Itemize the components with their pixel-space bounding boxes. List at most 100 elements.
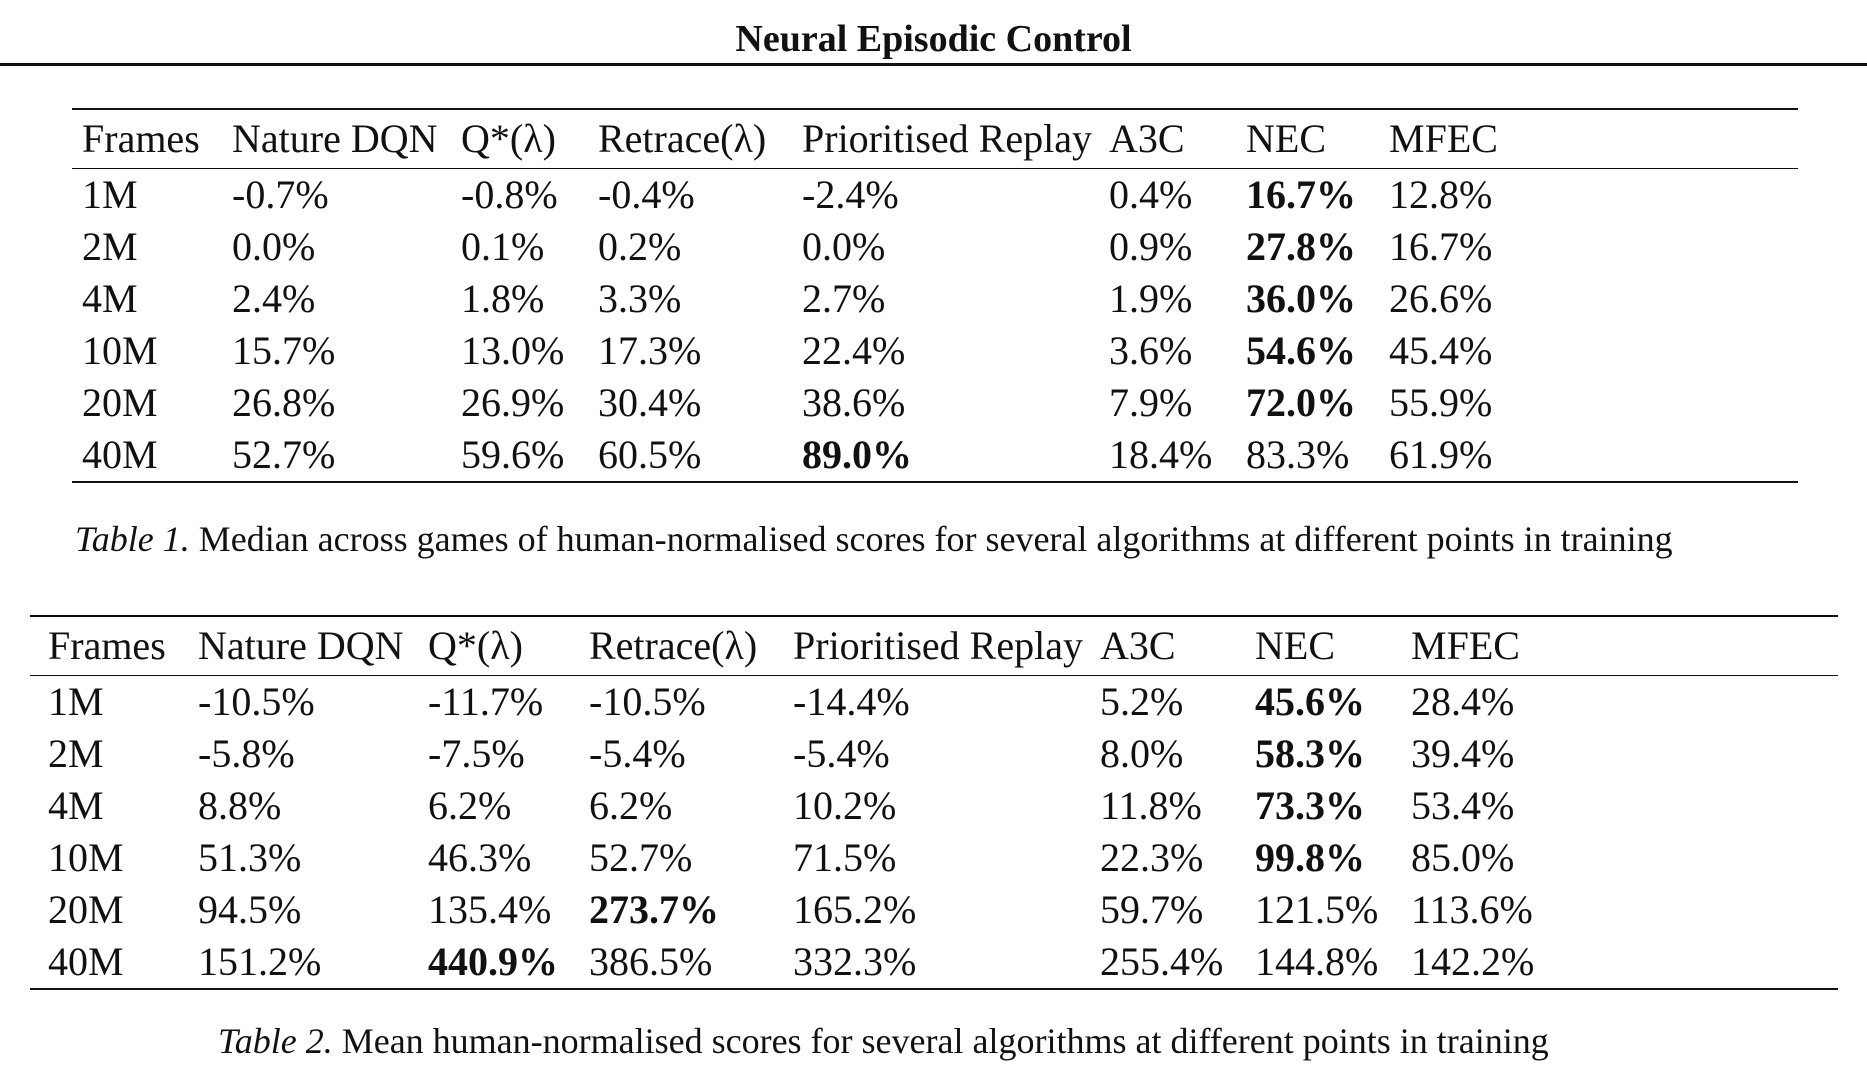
- score-cell: 28.4%: [1411, 679, 1515, 724]
- score-cell: -0.8%: [461, 172, 558, 217]
- table-row: 4M 2.4% 1.8% 3.3% 2.7% 1.9% 36.0% 26.6%: [72, 273, 1798, 325]
- table-row: 2M -5.8% -7.5% -5.4% -5.4% 8.0% 58.3% 39.4%: [30, 728, 1838, 780]
- column-header: NEC: [1255, 623, 1335, 668]
- score-cell: 26.8%: [232, 380, 336, 425]
- column-header: A3C: [1100, 623, 1176, 668]
- score-cell: -5.8%: [198, 731, 295, 776]
- table-1-caption: Table 1. Median across games of human-no…: [75, 517, 1673, 561]
- score-cell: 73.3%: [1255, 783, 1365, 828]
- score-cell: 45.4%: [1389, 328, 1493, 373]
- score-cell: 5.2%: [1100, 679, 1184, 724]
- score-cell: 27.8%: [1246, 224, 1356, 269]
- score-cell: 0.0%: [802, 224, 886, 269]
- score-cell: 273.7%: [589, 887, 719, 932]
- column-header: Prioritised Replay: [802, 116, 1092, 161]
- table-row: 1M -10.5% -11.7% -10.5% -14.4% 5.2% 45.6% 28.4%: [30, 676, 1838, 728]
- score-cell: 332.3%: [793, 939, 917, 984]
- score-cell: 12.8%: [1389, 172, 1493, 217]
- table-2-header-row: Frames Nature DQN Q*(λ) Retrace(λ) Prioritis…: [30, 617, 1838, 676]
- score-cell: 99.8%: [1255, 835, 1365, 880]
- frames-cell: 2M: [82, 224, 138, 269]
- score-cell: 0.4%: [1109, 172, 1193, 217]
- score-cell: -2.4%: [802, 172, 899, 217]
- score-cell: 45.6%: [1255, 679, 1365, 724]
- frames-cell: 10M: [82, 328, 158, 373]
- score-cell: -0.7%: [232, 172, 329, 217]
- table-1-caption-text: Median across games of human-normalised …: [189, 519, 1673, 559]
- table-1-header-row: Frames Nature DQN Q*(λ) Retrace(λ) Prioritis…: [72, 110, 1798, 169]
- table-2-caption-text: Mean human-normalised scores for several…: [332, 1021, 1549, 1061]
- score-cell: 386.5%: [589, 939, 713, 984]
- column-header: Prioritised Replay: [793, 623, 1083, 668]
- score-cell: 151.2%: [198, 939, 322, 984]
- column-header: Nature DQN: [198, 623, 404, 668]
- column-header: A3C: [1109, 116, 1185, 161]
- score-cell: 46.3%: [428, 835, 532, 880]
- score-cell: 440.9%: [428, 939, 558, 984]
- frames-cell: 1M: [82, 172, 138, 217]
- score-cell: 89.0%: [802, 432, 912, 477]
- score-cell: 15.7%: [232, 328, 336, 373]
- column-header: MFEC: [1411, 623, 1520, 668]
- score-cell: 51.3%: [198, 835, 302, 880]
- column-header: Frames: [48, 623, 166, 668]
- score-cell: 53.4%: [1411, 783, 1515, 828]
- score-cell: 94.5%: [198, 887, 302, 932]
- frames-cell: 4M: [48, 783, 104, 828]
- score-cell: -14.4%: [793, 679, 910, 724]
- score-cell: 55.9%: [1389, 380, 1493, 425]
- frames-cell: 40M: [48, 939, 124, 984]
- table-1: Frames Nature DQN Q*(λ) Retrace(λ) Prioritis…: [72, 108, 1798, 483]
- frames-cell: 40M: [82, 432, 158, 477]
- score-cell: 2.4%: [232, 276, 316, 321]
- score-cell: 135.4%: [428, 887, 552, 932]
- score-cell: 26.6%: [1389, 276, 1493, 321]
- table-row: 2M 0.0% 0.1% 0.2% 0.0% 0.9% 27.8% 16.7%: [72, 221, 1798, 273]
- frames-cell: 20M: [48, 887, 124, 932]
- score-cell: 11.8%: [1100, 783, 1202, 828]
- score-cell: 18.4%: [1109, 432, 1213, 477]
- table-row: 10M 51.3% 46.3% 52.7% 71.5% 22.3% 99.8% 85.0%: [30, 832, 1838, 884]
- score-cell: 0.1%: [461, 224, 545, 269]
- table-2-caption-label: Table 2.: [218, 1021, 333, 1061]
- score-cell: 10.2%: [793, 783, 897, 828]
- score-cell: 113.6%: [1411, 887, 1533, 932]
- frames-cell: 20M: [82, 380, 158, 425]
- score-cell: 36.0%: [1246, 276, 1356, 321]
- table-2: Frames Nature DQN Q*(λ) Retrace(λ) Prioritis…: [30, 615, 1838, 990]
- score-cell: 26.9%: [461, 380, 565, 425]
- score-cell: 59.6%: [461, 432, 565, 477]
- score-cell: 54.6%: [1246, 328, 1356, 373]
- score-cell: 165.2%: [793, 887, 917, 932]
- score-cell: 85.0%: [1411, 835, 1515, 880]
- table-row: 20M 26.8% 26.9% 30.4% 38.6% 7.9% 72.0% 55.9%: [72, 377, 1798, 429]
- running-head: Neural Episodic Control: [0, 0, 1867, 66]
- column-header: MFEC: [1389, 116, 1498, 161]
- table-row: 1M -0.7% -0.8% -0.4% -2.4% 0.4% 16.7% 12.8%: [72, 169, 1798, 221]
- score-cell: -5.4%: [589, 731, 686, 776]
- score-cell: 255.4%: [1100, 939, 1224, 984]
- score-cell: 8.8%: [198, 783, 282, 828]
- score-cell: 16.7%: [1389, 224, 1493, 269]
- score-cell: -0.4%: [598, 172, 695, 217]
- score-cell: 30.4%: [598, 380, 702, 425]
- score-cell: 121.5%: [1255, 887, 1379, 932]
- score-cell: 72.0%: [1246, 380, 1356, 425]
- table-row: 20M 94.5% 135.4% 273.7% 165.2% 59.7% 121.5% 113…: [30, 884, 1838, 936]
- score-cell: 3.3%: [598, 276, 682, 321]
- table-row: 40M 52.7% 59.6% 60.5% 89.0% 18.4% 83.3% 61.9%: [72, 429, 1798, 481]
- column-header: Nature DQN: [232, 116, 438, 161]
- score-cell: 61.9%: [1389, 432, 1493, 477]
- score-cell: 8.0%: [1100, 731, 1184, 776]
- score-cell: 39.4%: [1411, 731, 1515, 776]
- score-cell: 1.9%: [1109, 276, 1193, 321]
- score-cell: 58.3%: [1255, 731, 1365, 776]
- table-2-caption: Table 2. Mean human-normalised scores fo…: [218, 1019, 1549, 1063]
- score-cell: 22.4%: [802, 328, 906, 373]
- score-cell: 0.9%: [1109, 224, 1193, 269]
- frames-cell: 2M: [48, 731, 104, 776]
- score-cell: 2.7%: [802, 276, 886, 321]
- score-cell: 60.5%: [598, 432, 702, 477]
- score-cell: 38.6%: [802, 380, 906, 425]
- score-cell: 0.0%: [232, 224, 316, 269]
